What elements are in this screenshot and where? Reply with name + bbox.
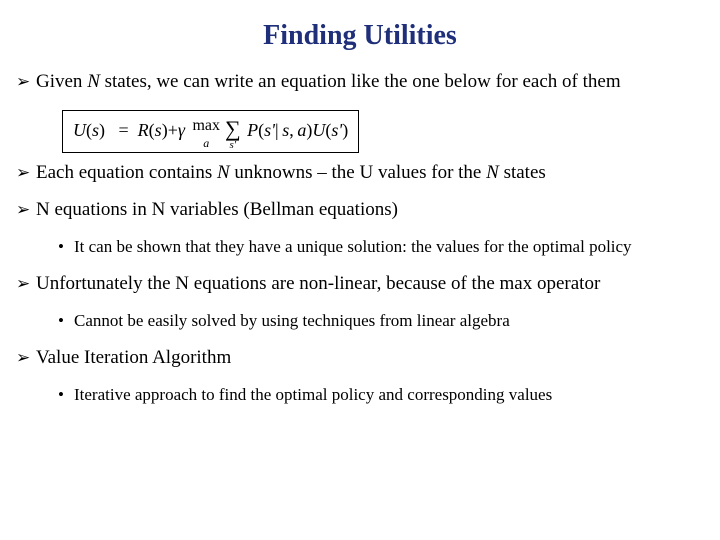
max-operator: max a	[192, 120, 220, 148]
bullet-4-text: Unfortunately the N equations are non-li…	[36, 272, 706, 296]
bullet-3-sub: • It can be shown that they have a uniqu…	[54, 236, 706, 258]
arrow-icon: ➢	[14, 346, 36, 370]
dot-icon: •	[54, 310, 74, 332]
bullet-2: ➢ Each equation contains N unknowns – th…	[14, 161, 706, 185]
bullet-4: ➢ Unfortunately the N equations are non-…	[14, 272, 706, 296]
equation-box: U(s) = R(s)+γ max a ∑ s' P(s'| s, a)U(s'…	[62, 110, 359, 153]
bullet-3-sub-text: It can be shown that they have a unique …	[74, 236, 706, 258]
bullet-2-text: Each equation contains N unknowns – the …	[36, 161, 706, 185]
bullet-3: ➢ N equations in N variables (Bellman eq…	[14, 198, 706, 222]
bullet-3-text: N equations in N variables (Bellman equa…	[36, 198, 706, 222]
dot-icon: •	[54, 384, 74, 406]
arrow-icon: ➢	[14, 272, 36, 296]
bullet-5-sub-text: Iterative approach to find the optimal p…	[74, 384, 706, 406]
bullet-5-text: Value Iteration Algorithm	[36, 346, 706, 370]
bullet-5: ➢ Value Iteration Algorithm	[14, 346, 706, 370]
bullet-4-sub: • Cannot be easily solved by using techn…	[54, 310, 706, 332]
bullet-5-sub: • Iterative approach to find the optimal…	[54, 384, 706, 406]
bullet-4-sub-text: Cannot be easily solved by using techniq…	[74, 310, 706, 332]
arrow-icon: ➢	[14, 70, 36, 94]
arrow-icon: ➢	[14, 161, 36, 185]
bullet-1: ➢ Given N states, we can write an equati…	[14, 70, 706, 94]
arrow-icon: ➢	[14, 198, 36, 222]
bullet-1-text: Given N states, we can write an equation…	[36, 70, 706, 94]
dot-icon: •	[54, 236, 74, 258]
slide-title: Finding Utilities	[14, 20, 706, 52]
sum-operator: ∑ s'	[225, 119, 241, 150]
